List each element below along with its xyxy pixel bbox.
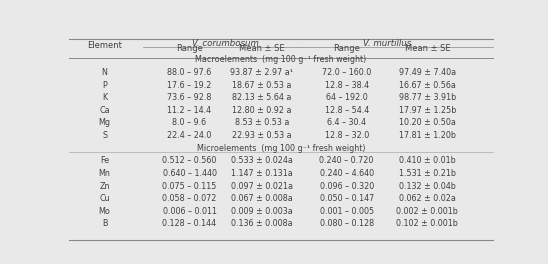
Text: 0.097 ± 0.021a: 0.097 ± 0.021a bbox=[231, 182, 293, 191]
Text: 11.2 – 14.4: 11.2 – 14.4 bbox=[168, 106, 212, 115]
Text: Mg: Mg bbox=[99, 119, 111, 128]
Text: 0.062 ± 0.02a: 0.062 ± 0.02a bbox=[399, 194, 456, 203]
Text: 97.49 ± 7.40a: 97.49 ± 7.40a bbox=[399, 68, 456, 77]
Text: 0.410 ± 0.01b: 0.410 ± 0.01b bbox=[399, 156, 456, 165]
Text: 0.533 ± 0.024a: 0.533 ± 0.024a bbox=[231, 156, 293, 165]
Text: Mean ± SE: Mean ± SE bbox=[239, 44, 284, 53]
Text: 6.4 – 30.4: 6.4 – 30.4 bbox=[327, 119, 366, 128]
Text: 0.050 – 0.147: 0.050 – 0.147 bbox=[319, 194, 374, 203]
Text: 0.096 – 0.320: 0.096 – 0.320 bbox=[319, 182, 374, 191]
Text: 0.067 ± 0.008a: 0.067 ± 0.008a bbox=[231, 194, 293, 203]
Text: 0.240 – 4.640: 0.240 – 4.640 bbox=[319, 169, 374, 178]
Text: B: B bbox=[102, 219, 107, 228]
Text: 0.002 ± 0.001b: 0.002 ± 0.001b bbox=[396, 207, 458, 216]
Text: 0.102 ± 0.001b: 0.102 ± 0.001b bbox=[396, 219, 458, 228]
Text: 0.001 – 0.005: 0.001 – 0.005 bbox=[319, 207, 374, 216]
Text: 17.97 ± 1.25b: 17.97 ± 1.25b bbox=[399, 106, 456, 115]
Text: 72.0 – 160.0: 72.0 – 160.0 bbox=[322, 68, 372, 77]
Text: 12.8 – 54.4: 12.8 – 54.4 bbox=[324, 106, 369, 115]
Text: 0.006 – 0.011: 0.006 – 0.011 bbox=[163, 207, 216, 216]
Text: K: K bbox=[102, 93, 107, 102]
Text: Microelements  (mg 100 g⁻¹ fresh weight): Microelements (mg 100 g⁻¹ fresh weight) bbox=[197, 144, 365, 153]
Text: 0.128 – 0.144: 0.128 – 0.144 bbox=[162, 219, 216, 228]
Text: 8.53 ± 0.53 a: 8.53 ± 0.53 a bbox=[235, 119, 289, 128]
Text: Mo: Mo bbox=[99, 207, 111, 216]
Text: 18.67 ± 0.53 a: 18.67 ± 0.53 a bbox=[232, 81, 292, 90]
Text: 1.531 ± 0.21b: 1.531 ± 0.21b bbox=[399, 169, 456, 178]
Text: 12.80 ± 0.92 a: 12.80 ± 0.92 a bbox=[232, 106, 292, 115]
Text: 0.136 ± 0.008a: 0.136 ± 0.008a bbox=[231, 219, 293, 228]
Text: 16.67 ± 0.56a: 16.67 ± 0.56a bbox=[399, 81, 456, 90]
Text: V. murtillus: V. murtillus bbox=[363, 39, 411, 48]
Text: 0.640 – 1.440: 0.640 – 1.440 bbox=[163, 169, 216, 178]
Text: 0.009 ± 0.003a: 0.009 ± 0.003a bbox=[231, 207, 293, 216]
Text: Cu: Cu bbox=[99, 194, 110, 203]
Text: S: S bbox=[102, 131, 107, 140]
Text: 64 – 192.0: 64 – 192.0 bbox=[326, 93, 368, 102]
Text: 1.147 ± 0.131a: 1.147 ± 0.131a bbox=[231, 169, 293, 178]
Text: 0.075 – 0.115: 0.075 – 0.115 bbox=[162, 182, 216, 191]
Text: Range: Range bbox=[176, 44, 203, 53]
Text: Mn: Mn bbox=[99, 169, 111, 178]
Text: 22.93 ± 0.53 a: 22.93 ± 0.53 a bbox=[232, 131, 292, 140]
Text: 73.6 – 92.8: 73.6 – 92.8 bbox=[167, 93, 212, 102]
Text: 17.81 ± 1.20b: 17.81 ± 1.20b bbox=[399, 131, 456, 140]
Text: 82.13 ± 5.64 a: 82.13 ± 5.64 a bbox=[232, 93, 292, 102]
Text: 8.0 – 9.6: 8.0 – 9.6 bbox=[173, 119, 207, 128]
Text: 17.6 – 19.2: 17.6 – 19.2 bbox=[167, 81, 212, 90]
Text: Fe: Fe bbox=[100, 156, 109, 165]
Text: P: P bbox=[102, 81, 107, 90]
Text: Mean ± SE: Mean ± SE bbox=[404, 44, 450, 53]
Text: 22.4 – 24.0: 22.4 – 24.0 bbox=[167, 131, 212, 140]
Text: 98.77 ± 3.91b: 98.77 ± 3.91b bbox=[399, 93, 456, 102]
Text: Ca: Ca bbox=[99, 106, 110, 115]
Text: N: N bbox=[102, 68, 107, 77]
Text: 0.058 – 0.072: 0.058 – 0.072 bbox=[162, 194, 216, 203]
Text: 0.080 – 0.128: 0.080 – 0.128 bbox=[319, 219, 374, 228]
Text: Macroelements  (mg 100 g⁻¹ fresh weight): Macroelements (mg 100 g⁻¹ fresh weight) bbox=[195, 55, 367, 64]
Text: Range: Range bbox=[333, 44, 360, 53]
Text: 93.87 ± 2.97 a¹: 93.87 ± 2.97 a¹ bbox=[230, 68, 293, 77]
Text: Element: Element bbox=[87, 41, 122, 50]
Text: 0.132 ± 0.04b: 0.132 ± 0.04b bbox=[399, 182, 456, 191]
Text: 0.512 – 0.560: 0.512 – 0.560 bbox=[162, 156, 216, 165]
Text: 10.20 ± 0.50a: 10.20 ± 0.50a bbox=[399, 119, 456, 128]
Text: 88.0 – 97.6: 88.0 – 97.6 bbox=[168, 68, 212, 77]
Text: 0.240 – 0.720: 0.240 – 0.720 bbox=[319, 156, 374, 165]
Text: 12.8 – 38.4: 12.8 – 38.4 bbox=[324, 81, 369, 90]
Text: V. corumbosum: V. corumbosum bbox=[192, 39, 259, 48]
Text: 12.8 – 32.0: 12.8 – 32.0 bbox=[324, 131, 369, 140]
Text: Zn: Zn bbox=[99, 182, 110, 191]
